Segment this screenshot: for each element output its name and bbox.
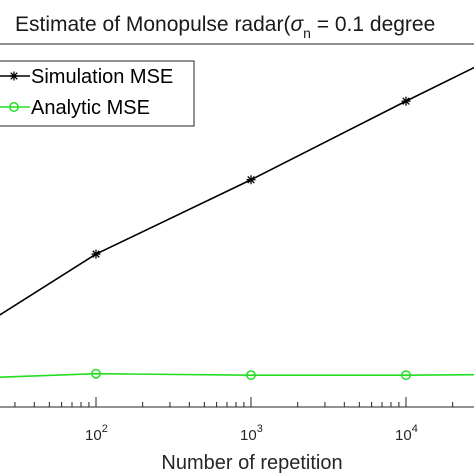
x-tick-base: 10: [395, 427, 412, 444]
series-1-point: [91, 368, 101, 379]
legend-marker-0: [9, 71, 19, 81]
series-group: [0, 66, 474, 381]
chart-title-prefix: Estimate of Monopulse radar(: [15, 13, 290, 36]
chart-title-sigma: σ: [290, 13, 304, 36]
x-tick-exponent: 3: [257, 423, 263, 435]
chart-title: Estimate of Monopulse radar(σn = 0.1 deg…: [15, 13, 435, 41]
series-0-point: [401, 96, 411, 106]
series-0-point: [91, 249, 101, 259]
legend-marker-1: [9, 102, 19, 112]
x-tick-base: 10: [240, 427, 257, 444]
series-1-point: [246, 370, 256, 381]
series-0-point: [246, 175, 256, 185]
legend-items: Simulation MSE Analytic MSE: [0, 66, 173, 119]
x-axis-label: Number of repetition: [161, 452, 342, 474]
chart-title-suffix: = 0.1 degree: [311, 13, 435, 36]
x-tick-base: 10: [85, 427, 102, 444]
x-tick-label: 104: [395, 423, 418, 444]
legend-label-1: Analytic MSE: [31, 97, 150, 119]
x-ticks: 102 103 104: [14, 397, 454, 444]
series-1-point: [401, 370, 411, 381]
series-line-1: [0, 372, 474, 379]
legend-label-0: Simulation MSE: [31, 66, 173, 88]
legend: Simulation MSE Analytic MSE: [0, 60, 195, 127]
x-tick-exponent: 4: [412, 423, 418, 435]
legend-box: [0, 60, 195, 127]
x-tick-label: 103: [240, 423, 263, 444]
chart-title-subscript: n: [303, 25, 311, 41]
x-tick-label: 102: [85, 423, 108, 444]
x-tick-exponent: 2: [102, 423, 108, 435]
